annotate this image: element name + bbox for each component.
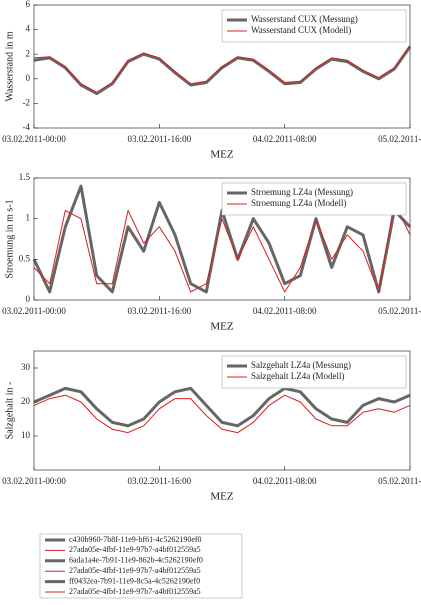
data-line: [33, 201, 411, 293]
x-tick-label: 04.02.2011-08:00: [253, 476, 317, 486]
y-axis-label: Wasserstand in m: [4, 31, 15, 102]
y-tick-label: 6: [26, 0, 31, 9]
legend-box: [221, 9, 407, 43]
y-tick-label: 1: [26, 213, 31, 223]
x-axis-label: MEZ: [210, 321, 234, 333]
x-axis-label: MEZ: [210, 491, 234, 503]
x-tick-label: 05.02.2011-00:00: [378, 306, 421, 316]
data-line: [33, 45, 412, 96]
y-tick-label: -4: [23, 122, 31, 132]
data-line: [33, 394, 411, 434]
x-tick-label: 03.02.2011-00:00: [2, 134, 66, 144]
y-tick-label: 1.5: [19, 172, 31, 182]
legend-label: Salzgehalt LZ4a (Modell): [251, 371, 344, 381]
legend-label: 27ada05e-4fbf-11e9-97b7-a4bf012559a5: [69, 566, 201, 575]
x-tick-label: 04.02.2011-08:00: [253, 134, 317, 144]
x-tick-label: 05.02.2011-00:00: [378, 476, 421, 486]
y-tick-label: 30: [21, 362, 31, 372]
legend-label: Wasserstand CUX (Messung): [251, 14, 358, 24]
legend-label: 27ada05e-4fbf-11e9-97b7-a4bf012559a5: [69, 587, 201, 596]
y-axis-label: Salzgehalt in -: [4, 382, 15, 440]
legend-label: Stroemung LZ4a (Modell): [251, 198, 346, 208]
y-tick-label: -2: [23, 97, 31, 107]
axes-box: [33, 350, 411, 471]
x-tick-label: 03.02.2011-16:00: [127, 306, 191, 316]
legend-label: Stroemung LZ4a (Messung): [251, 187, 353, 197]
y-tick-label: 20: [21, 396, 31, 406]
x-tick-label: 03.02.2011-16:00: [127, 134, 191, 144]
figure-legend-box: [39, 533, 243, 599]
legend-label: 27ada05e-4fbf-11e9-97b7-a4bf012559a5: [69, 545, 201, 554]
legend-box: [221, 182, 407, 216]
x-tick-label: 03.02.2011-00:00: [2, 476, 66, 486]
y-axis-label: Stroemung in m s-1: [4, 199, 15, 278]
y-tick-label: 0: [26, 73, 31, 83]
data-line: [33, 386, 411, 428]
y-tick-label: 4: [26, 24, 31, 34]
x-tick-label: 03.02.2011-00:00: [2, 306, 66, 316]
legend-label: Wasserstand CUX (Modell): [251, 25, 351, 35]
axes-box: [33, 177, 411, 301]
x-axis-label: MEZ: [210, 149, 234, 161]
legend-box: [221, 355, 407, 389]
x-tick-label: 04.02.2011-08:00: [253, 306, 317, 316]
y-tick-label: 10: [21, 430, 31, 440]
x-tick-label: 03.02.2011-16:00: [127, 476, 191, 486]
axes-box: [33, 4, 411, 129]
y-tick-label: 0: [26, 294, 31, 304]
y-tick-label: 0.5: [19, 253, 31, 263]
legend-label: 6ada1a4e-7b91-11e9-862b-4c5262190ef0: [69, 556, 203, 565]
legend-label: ff0432ea-7b91-11e9-8c5a-4c5262190ef0: [69, 576, 200, 585]
y-tick-label: 2: [26, 48, 31, 58]
legend-label: c430b960-7b8f-11e9-bf61-4c5262190ef0: [69, 535, 202, 544]
data-line: [33, 45, 411, 93]
legend-label: Salzgehalt LZ4a (Messung): [251, 360, 351, 370]
x-tick-label: 05.02.2011-00:00: [378, 134, 421, 144]
